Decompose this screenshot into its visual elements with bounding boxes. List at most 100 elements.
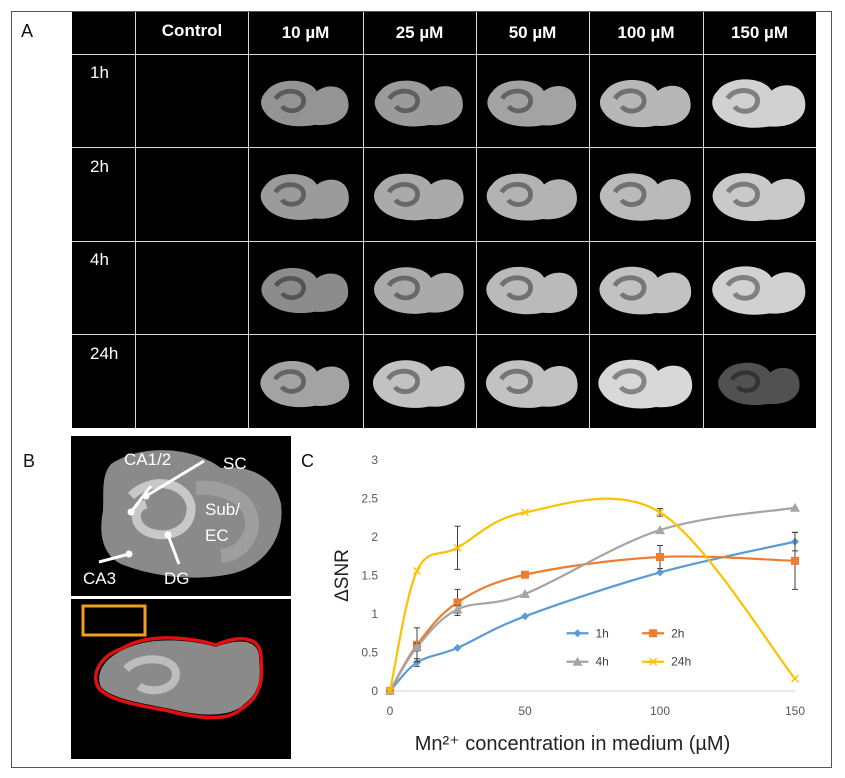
slice-hippocampus: [386, 275, 420, 301]
x-tick-label: 50: [518, 704, 532, 718]
slice-hippocampus: [499, 182, 533, 207]
slice-hippocampus: [273, 182, 306, 207]
roi-hippocampus-band: [123, 655, 181, 695]
brain-slice-image: [374, 80, 463, 127]
data-point-1h: [453, 643, 462, 652]
pointer-dot-dg: [164, 531, 172, 539]
data-point-1h: [656, 568, 664, 577]
data-point-24h: [521, 508, 529, 517]
roi-slice-image: [81, 604, 264, 720]
panel-a-image-grid: Control 10 µM 25 µM 50 µM 100 µM 150 µM …: [72, 12, 816, 428]
legend-label-4h: 4h: [596, 655, 609, 669]
slice-hippocampus: [725, 88, 760, 114]
data-point-2h: [521, 570, 529, 579]
brain-slice-image: [261, 267, 349, 314]
data-point-1h: [413, 658, 421, 667]
brain-slice-image: [486, 266, 578, 315]
slice-hippocampus: [386, 182, 420, 207]
grid-line: [363, 12, 364, 428]
legend-label-24h: 24h: [671, 655, 691, 669]
slice-hippocampus: [273, 369, 306, 394]
data-point-24h: [791, 674, 799, 683]
pointer-line-ca3: [98, 552, 130, 564]
cortex-band: [195, 480, 259, 563]
y-axis-label: ΔSNR: [332, 549, 353, 602]
grid-line: [135, 12, 136, 428]
brain-slice-image: [712, 173, 805, 222]
data-point-4h: [452, 604, 463, 614]
row-label-4h: 4h: [90, 250, 109, 269]
brain-slice-image: [485, 360, 578, 408]
legend-marker-2h: [649, 629, 658, 638]
row-label-1h: 1h: [90, 63, 109, 82]
grid-line: [248, 12, 249, 428]
grid-line: [72, 147, 816, 148]
slice-hippocampus: [499, 275, 533, 301]
data-point-2h: [791, 556, 799, 565]
data-point-4h: [520, 588, 530, 598]
brain-slice-images: [260, 79, 806, 409]
y-tick-label: 0.5: [361, 646, 378, 660]
hippocampus-band: [127, 479, 196, 540]
panel-b-labeled-slice: CA1/2 SC Sub/ EC CA3 DG: [71, 436, 291, 596]
slice-hippocampus: [273, 88, 306, 114]
y-tick-label: 2: [371, 530, 378, 544]
column-header-150um: 150 µM: [730, 23, 789, 42]
legend-label-2h: 2h: [671, 626, 684, 640]
series-line-2h: [389, 555, 796, 692]
grid-line: [72, 54, 816, 55]
x-axis-label: Mn²⁺ concentration in medium (µM): [415, 733, 731, 755]
brain-slice-image: [374, 173, 464, 221]
label-ca12: CA1/2: [124, 450, 172, 469]
slice-hippocampus: [611, 368, 647, 395]
brain-slice-image: [260, 360, 350, 408]
y-tick-label: 0: [371, 684, 378, 698]
brain-slice-image: [599, 173, 691, 221]
grid-line: [72, 241, 816, 242]
label-sub: Sub/: [205, 500, 240, 519]
row-label-2h: 2h: [90, 157, 109, 176]
pointer-line-ca12: [129, 485, 153, 513]
slice-hippocampus: [612, 275, 647, 301]
pointer-line-dg: [166, 534, 181, 565]
labeled-slice-image: [98, 450, 282, 578]
data-point-24h: [656, 508, 664, 517]
column-header-50um: 50 µM: [508, 23, 557, 42]
column-header-control: Control: [161, 21, 223, 40]
data-point-2h: [453, 598, 462, 607]
slice-hippocampus: [725, 275, 760, 301]
brain-slice-image: [598, 359, 693, 409]
x-tick-label: 100: [650, 704, 670, 718]
row-label-24h: 24h: [90, 344, 119, 363]
panel-c-line-chart: 0 0.5 1 1.5 2 2.5 3 0 50 100 150 ΔSNR Mn²⁺ concentra…: [332, 453, 805, 755]
column-header-10um: 10 µM: [281, 23, 330, 42]
data-point-24h: [453, 543, 462, 552]
brain-slice-image: [486, 173, 577, 221]
slice-hippocampus: [612, 181, 647, 207]
label-dg: DG: [164, 569, 190, 588]
brain-slice-image: [712, 266, 806, 315]
data-point-4h: [412, 642, 422, 652]
x-tick-label: 150: [785, 704, 805, 718]
legend-marker-1h: [573, 629, 582, 638]
brain-slice-image: [372, 360, 465, 408]
data-point-24h: [386, 687, 394, 695]
figure-frame: [11, 11, 832, 768]
column-header-25um: 25 µM: [395, 23, 444, 42]
grid-line: [703, 12, 704, 428]
label-ca3: CA3: [83, 569, 117, 588]
y-tick-label: 3: [371, 453, 378, 467]
y-tick-label: 1: [371, 607, 378, 621]
grid-line: [476, 12, 477, 428]
brain-slice-image: [374, 267, 464, 314]
slice-hippocampus: [725, 181, 760, 208]
brain-slice-image: [599, 80, 691, 128]
x-tick-label: 0: [387, 704, 394, 718]
grid-line: [72, 334, 816, 335]
brain-slice-image: [261, 80, 349, 127]
y-tick-label: 2.5: [361, 492, 378, 506]
data-point-4h: [655, 525, 665, 535]
pointer-line-sc: [145, 459, 205, 498]
label-ec: EC: [205, 526, 229, 545]
data-point-4h: [790, 502, 800, 512]
